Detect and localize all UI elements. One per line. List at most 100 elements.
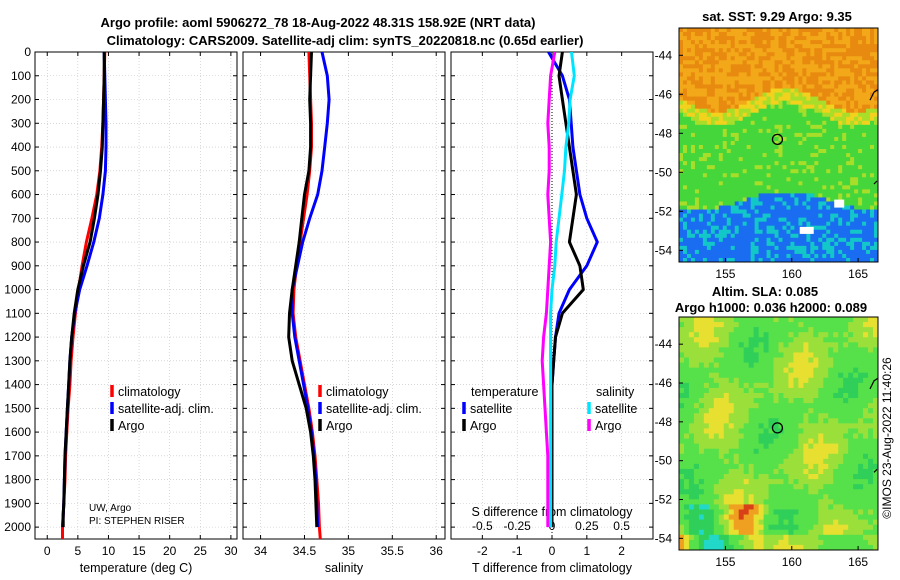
sla-cell (733, 474, 740, 480)
sst-cell (790, 161, 795, 166)
sst-cell (722, 132, 728, 138)
sla-cell (833, 357, 839, 363)
sla-cell (753, 372, 760, 379)
sst-cell (834, 221, 839, 227)
sst-cell (718, 52, 724, 57)
sst-cell (770, 205, 775, 210)
sst-cell (762, 213, 767, 219)
sst-cell (726, 165, 732, 170)
sla-cell (873, 489, 878, 495)
sla-cell (833, 489, 839, 495)
sla-cell (848, 408, 854, 414)
sst-cell (786, 76, 791, 81)
sst-cell (766, 132, 771, 138)
sla-cell (693, 499, 700, 505)
sst-cell (754, 52, 759, 57)
sla-cell (868, 494, 874, 500)
sst-cell (682, 52, 688, 57)
sst-cell (746, 64, 752, 69)
sst-cell (690, 92, 696, 97)
sla-cell (733, 322, 740, 328)
sst-cell (722, 213, 728, 219)
sla-cell (823, 398, 829, 404)
sst-cell (679, 165, 684, 170)
sst-cell (854, 249, 859, 255)
sla-cell (679, 382, 685, 389)
sla-cell (808, 367, 814, 374)
sla-cell (753, 484, 760, 490)
sst-cell (762, 28, 767, 33)
sla-cell (833, 327, 839, 333)
sst-cell (802, 104, 807, 110)
sla-cell (703, 327, 710, 333)
sla-cell (853, 362, 859, 369)
sst-cell (682, 161, 688, 166)
sst-cell (870, 56, 875, 61)
sla-cell (738, 322, 745, 328)
sla-cell (723, 484, 730, 490)
sst-cell (770, 108, 775, 114)
sst-cell (770, 197, 775, 202)
sst-cell (710, 80, 716, 85)
sst-cell (766, 140, 771, 146)
sla-cell (773, 453, 779, 460)
sst-cell (786, 237, 791, 243)
sst-cell (730, 112, 736, 118)
sst-cell (838, 149, 843, 154)
sla-cell (693, 332, 700, 338)
sst-cell (738, 128, 744, 134)
sla-cell (853, 433, 859, 439)
sst-cell (754, 197, 759, 202)
sla-cell (693, 337, 700, 343)
sst-cell (706, 189, 712, 194)
sla-cell (808, 448, 814, 455)
sst-cell (870, 165, 875, 170)
sla-cell (858, 322, 864, 328)
sst-cell (830, 136, 835, 142)
sst-cell (750, 36, 756, 41)
sst-cell (698, 257, 704, 262)
sla-cell (693, 529, 700, 536)
sla-cell (693, 489, 700, 495)
sst-cell (798, 237, 803, 243)
sst-cell (826, 104, 831, 110)
sla-cell (813, 443, 819, 450)
sst-cell (714, 253, 720, 259)
sst-cell (762, 68, 767, 73)
sst-cell (710, 169, 716, 174)
x-tick-label-20: 20 (163, 544, 177, 558)
sst-cell (806, 100, 811, 106)
sst-cell (746, 229, 752, 235)
sla-cell (803, 494, 809, 500)
sla-cell (733, 382, 740, 389)
sst-cell (782, 56, 787, 61)
sst-cell (822, 173, 827, 178)
sst-cell (806, 149, 811, 154)
sla-cell (793, 509, 799, 515)
sst-cell (690, 128, 696, 134)
sla-cell (863, 499, 869, 505)
sla-cell (718, 387, 725, 394)
sst-cell (830, 153, 835, 158)
sst-cell (858, 233, 863, 239)
sla-cell (838, 362, 844, 369)
sst-cell (786, 60, 791, 65)
sst-cell (694, 221, 700, 227)
sla-cell (868, 347, 874, 353)
sst-cell (766, 96, 771, 102)
sst-cell (750, 205, 756, 210)
sst-cell (786, 64, 791, 69)
sst-cell (702, 217, 708, 223)
sst-cell (822, 221, 827, 227)
sla-cell (703, 413, 710, 419)
sst-cell (794, 80, 799, 85)
sla-cell (713, 524, 720, 531)
sst-cell (690, 76, 696, 81)
sst-cell (798, 32, 803, 37)
sst-cell (826, 233, 831, 239)
sst-cell (738, 157, 744, 162)
sla-cell (788, 499, 794, 505)
sst-cell (838, 92, 843, 97)
sst-cell (778, 48, 783, 53)
sst-cell (706, 68, 712, 73)
